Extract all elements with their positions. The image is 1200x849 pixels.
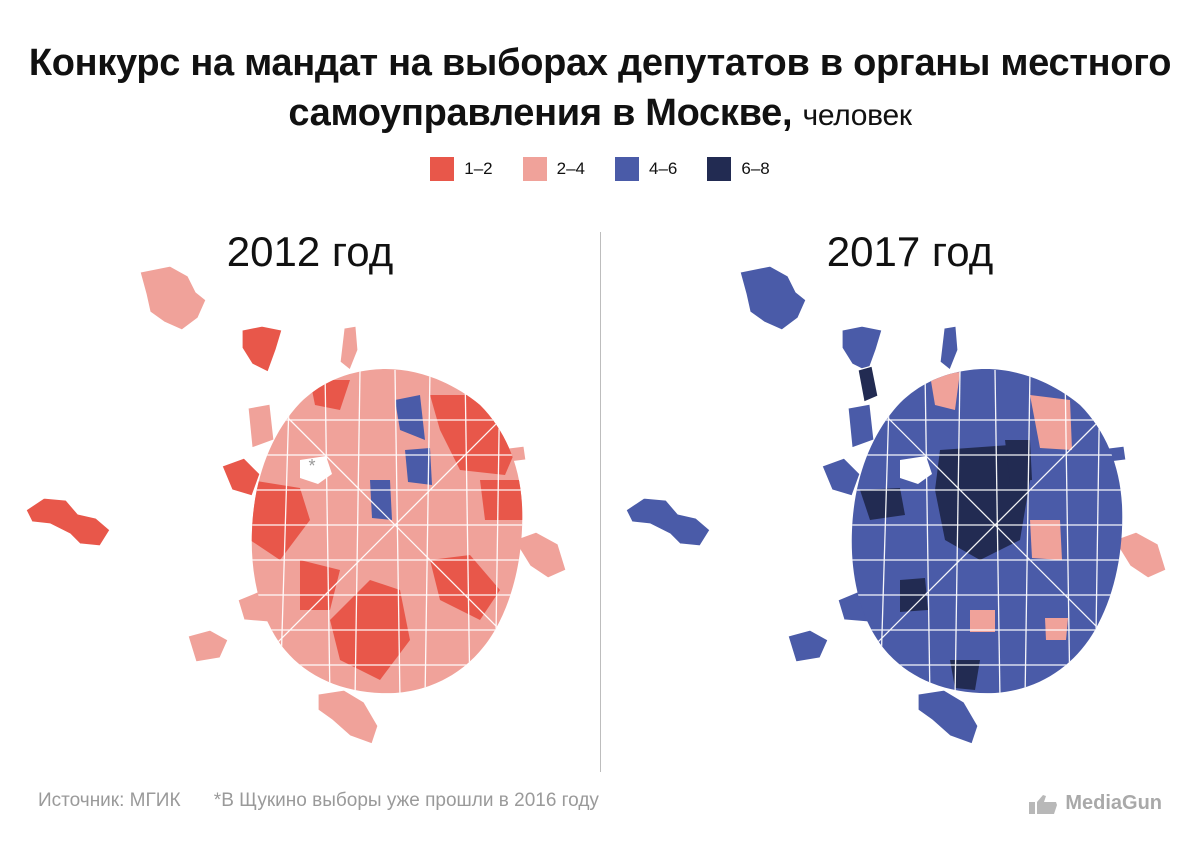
brand-name: MediaGun: [1065, 792, 1162, 814]
legend-swatch: [707, 157, 732, 181]
district-south-blue: [917, 689, 979, 745]
district-west-red: [221, 457, 261, 497]
legend-item-6-8: 6–8: [707, 157, 770, 181]
legend-label: 6–8: [741, 159, 770, 178]
legend-item-1-2: 1–2: [430, 157, 493, 181]
district-sw-pink-2: [187, 629, 229, 663]
brand-logo: MediaGun: [1029, 792, 1162, 815]
map-2012: *: [25, 265, 567, 745]
district-patches-2012: [251, 369, 523, 694]
legend-item-4-6: 4–6: [615, 157, 677, 181]
title-unit: человек: [802, 99, 912, 132]
map-divider: [600, 232, 601, 772]
district-west-blue: [847, 403, 875, 449]
source-text: Источник: МГИК: [38, 790, 181, 811]
chart-title: Конкурс на мандат на выборах депутатов в…: [0, 38, 1200, 141]
district-novomoskovsky: [25, 497, 111, 547]
district-zelenograd: [139, 265, 207, 331]
district-south-pink: [317, 689, 379, 745]
legend-swatch: [615, 157, 639, 181]
district-east-pink: [1113, 531, 1167, 579]
district-west-pink: [247, 403, 275, 449]
district-north-blue-2: [939, 325, 959, 371]
title-main: Конкурс на мандат на выборах депутатов в…: [28, 42, 1172, 134]
shchukino-hole-2012: [300, 456, 332, 484]
footer: Источник: МГИК *В Щукино выборы уже прош…: [38, 790, 599, 812]
district-patches-2017: [851, 369, 1123, 694]
legend-label: 2–4: [556, 159, 585, 178]
shchukino-hole-2017: [900, 456, 932, 484]
map-year-2012: 2012 год: [226, 228, 394, 275]
map-year-2017: 2017 год: [826, 228, 994, 275]
district-novomoskovsky: [625, 497, 711, 547]
legend-item-2-4: 2–4: [522, 157, 585, 181]
note-marker-2012: *: [308, 456, 315, 476]
district-north-pink: [339, 325, 359, 371]
map-2017: [625, 265, 1167, 745]
legend-label: 4–6: [649, 159, 678, 178]
district-north-red: [241, 325, 283, 373]
district-north-blue: [841, 325, 883, 373]
footnote-text: *В Щукино выборы уже прошли в 2016 году: [213, 790, 599, 811]
legend: 1–2 2–4 4–6 6–8: [0, 157, 1200, 181]
legend-label: 1–2: [464, 159, 493, 178]
district-west-blue-2: [821, 457, 861, 497]
thumbs-up-icon: [1029, 794, 1058, 814]
legend-swatch: [522, 157, 547, 181]
district-sw-blue-2: [787, 629, 829, 663]
district-north-dark: [857, 365, 879, 403]
legend-swatch: [430, 157, 455, 181]
district-zelenograd: [739, 265, 807, 331]
district-east-pink-2: [513, 531, 567, 579]
